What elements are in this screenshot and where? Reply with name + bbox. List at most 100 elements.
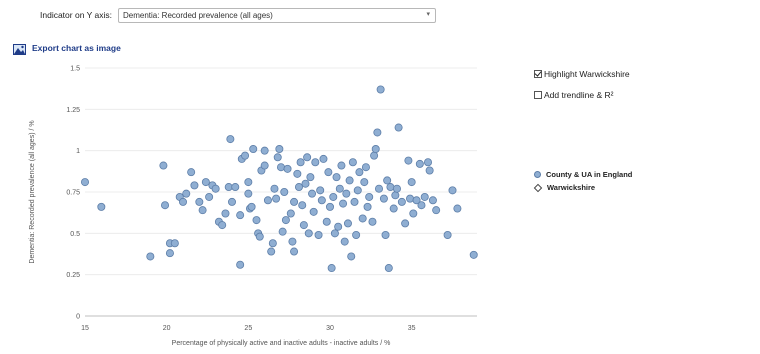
highlight-option[interactable]: Highlight Warwickshire (534, 69, 630, 79)
data-point[interactable] (236, 211, 245, 220)
data-point[interactable] (401, 219, 410, 228)
data-point[interactable] (165, 249, 174, 258)
data-point[interactable] (407, 178, 416, 187)
data-point[interactable] (428, 196, 437, 205)
data-point[interactable] (352, 230, 361, 239)
data-point[interactable] (309, 207, 318, 216)
data-point[interactable] (392, 184, 401, 193)
data-point[interactable] (383, 176, 392, 185)
export-chart-link[interactable]: Export chart as image (13, 42, 121, 55)
data-point[interactable] (304, 229, 313, 238)
data-point[interactable] (316, 186, 325, 195)
data-point[interactable] (294, 183, 303, 192)
data-point[interactable] (350, 197, 359, 206)
data-point[interactable] (236, 260, 245, 269)
data-point[interactable] (306, 173, 315, 182)
data-point[interactable] (386, 183, 395, 192)
data-point[interactable] (187, 168, 196, 177)
data-point[interactable] (255, 232, 264, 241)
data-point[interactable] (334, 222, 343, 231)
data-point[interactable] (343, 219, 352, 228)
data-point[interactable] (260, 146, 269, 155)
data-point[interactable] (384, 264, 393, 273)
data-point[interactable] (249, 145, 258, 154)
data-point[interactable] (404, 156, 413, 165)
data-point[interactable] (190, 181, 199, 190)
data-point[interactable] (272, 194, 281, 203)
data-point[interactable] (201, 178, 210, 187)
data-point[interactable] (332, 173, 341, 182)
data-point[interactable] (391, 191, 400, 200)
data-point[interactable] (371, 145, 380, 154)
data-point[interactable] (178, 197, 187, 206)
data-point[interactable] (381, 230, 390, 239)
data-point[interactable] (159, 161, 168, 170)
data-point[interactable] (263, 196, 272, 205)
data-point[interactable] (170, 239, 179, 248)
data-point[interactable] (308, 189, 317, 198)
data-point[interactable] (81, 178, 90, 187)
data-point[interactable] (327, 264, 336, 273)
data-point[interactable] (342, 189, 351, 198)
data-point[interactable] (365, 192, 374, 201)
data-point[interactable] (347, 252, 356, 261)
data-point[interactable] (469, 250, 478, 259)
data-point[interactable] (324, 168, 333, 177)
data-point[interactable] (358, 214, 367, 223)
data-point[interactable] (319, 154, 328, 163)
data-point[interactable] (290, 197, 299, 206)
data-point[interactable] (373, 128, 382, 137)
data-point[interactable] (453, 204, 462, 213)
data-point[interactable] (425, 166, 434, 175)
data-point[interactable] (296, 158, 305, 167)
data-point[interactable] (370, 151, 379, 160)
data-point[interactable] (224, 183, 233, 192)
data-point[interactable] (290, 247, 299, 256)
data-point[interactable] (281, 216, 290, 225)
data-point[interactable] (146, 252, 155, 261)
data-point[interactable] (288, 237, 297, 246)
data-point[interactable] (161, 201, 170, 210)
data-point[interactable] (252, 216, 261, 225)
data-point[interactable] (374, 184, 383, 193)
data-point[interactable] (415, 159, 424, 168)
indicator-select[interactable]: Dementia: Recorded prevalence (all ages)… (117, 7, 436, 23)
data-point[interactable] (273, 153, 282, 162)
highlight-checkbox[interactable] (534, 70, 542, 78)
trendline-checkbox[interactable] (534, 91, 542, 99)
data-point[interactable] (198, 206, 207, 215)
data-point[interactable] (268, 239, 277, 248)
data-point[interactable] (379, 194, 388, 203)
data-point[interactable] (361, 163, 370, 172)
data-point[interactable] (432, 206, 441, 215)
data-point[interactable] (412, 196, 421, 205)
data-point[interactable] (283, 164, 292, 173)
data-point[interactable] (231, 183, 240, 192)
data-point[interactable] (270, 184, 279, 193)
data-point[interactable] (97, 202, 106, 211)
data-point[interactable] (322, 217, 331, 226)
data-point[interactable] (317, 196, 326, 205)
data-point[interactable] (182, 189, 191, 198)
data-point[interactable] (417, 201, 426, 210)
data-point[interactable] (363, 202, 372, 211)
data-point[interactable] (330, 229, 339, 238)
data-point[interactable] (278, 227, 287, 236)
data-point[interactable] (353, 186, 362, 195)
data-point[interactable] (226, 135, 235, 144)
data-point[interactable] (348, 158, 357, 167)
data-point[interactable] (293, 169, 302, 178)
data-point[interactable] (221, 209, 230, 218)
data-point[interactable] (301, 179, 310, 188)
data-point[interactable] (394, 123, 403, 132)
data-point[interactable] (325, 202, 334, 211)
data-point[interactable] (311, 158, 320, 167)
data-point[interactable] (335, 184, 344, 193)
data-point[interactable] (247, 202, 256, 211)
data-point[interactable] (368, 217, 377, 226)
data-point[interactable] (227, 197, 236, 206)
data-point[interactable] (406, 194, 415, 203)
data-point[interactable] (299, 221, 308, 230)
data-point[interactable] (355, 168, 364, 177)
data-point[interactable] (260, 161, 269, 170)
